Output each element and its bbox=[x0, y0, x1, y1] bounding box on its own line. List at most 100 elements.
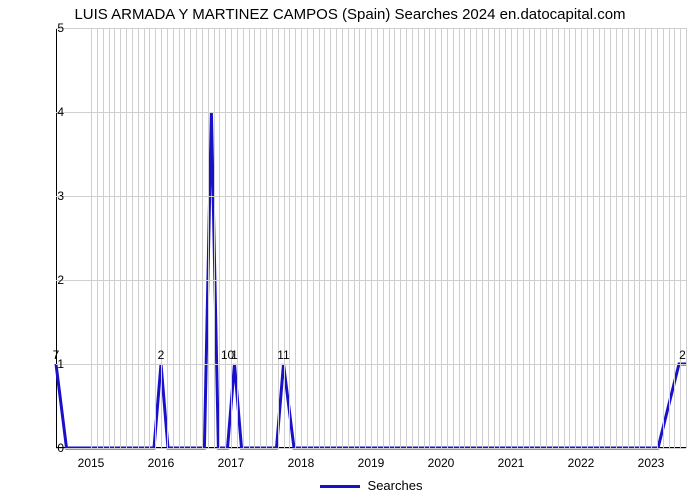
gridline-v bbox=[336, 28, 337, 448]
gridline-v bbox=[529, 28, 530, 448]
gridline-v bbox=[476, 28, 477, 448]
gridline-v bbox=[149, 28, 150, 448]
gridline-v bbox=[272, 28, 273, 448]
x-tick-label: 2021 bbox=[498, 456, 525, 470]
gridline-v bbox=[593, 28, 594, 448]
gridline-v bbox=[348, 28, 349, 448]
gridline-v bbox=[254, 28, 255, 448]
gridline-v bbox=[214, 28, 215, 448]
data-label: 2 bbox=[158, 348, 165, 362]
gridline-v bbox=[569, 28, 570, 448]
gridline-v bbox=[511, 28, 512, 448]
gridline-v bbox=[453, 28, 454, 448]
gridline-v bbox=[488, 28, 489, 448]
gridline-v bbox=[354, 28, 355, 448]
plot-area: 72101112 bbox=[56, 28, 686, 448]
gridline-v bbox=[459, 28, 460, 448]
gridline-v bbox=[377, 28, 378, 448]
gridline-v bbox=[389, 28, 390, 448]
gridline-v bbox=[330, 28, 331, 448]
gridline-v bbox=[266, 28, 267, 448]
gridline-v bbox=[622, 28, 623, 448]
y-tick-label: 2 bbox=[34, 273, 64, 287]
gridline-v bbox=[400, 28, 401, 448]
gridline-v bbox=[97, 28, 98, 448]
gridline-v bbox=[324, 28, 325, 448]
gridline-v bbox=[610, 28, 611, 448]
y-tick-label: 5 bbox=[34, 21, 64, 35]
data-label: 11 bbox=[277, 348, 289, 362]
legend-label: Searches bbox=[368, 478, 423, 493]
gridline-v bbox=[219, 28, 220, 448]
gridline-v bbox=[144, 28, 145, 448]
gridline-v bbox=[645, 28, 646, 448]
gridline-v bbox=[260, 28, 261, 448]
gridline-v bbox=[109, 28, 110, 448]
gridline-v bbox=[663, 28, 664, 448]
gridline-v bbox=[184, 28, 185, 448]
chart-title: LUIS ARMADA Y MARTINEZ CAMPOS (Spain) Se… bbox=[0, 6, 700, 23]
gridline-v bbox=[120, 28, 121, 448]
gridline-v bbox=[313, 28, 314, 448]
gridline-v bbox=[249, 28, 250, 448]
gridline-v bbox=[225, 28, 226, 448]
gridline-v bbox=[523, 28, 524, 448]
gridline-v bbox=[604, 28, 605, 448]
gridline-v bbox=[243, 28, 244, 448]
gridline-v bbox=[639, 28, 640, 448]
gridline-v bbox=[429, 28, 430, 448]
data-label: 1 bbox=[231, 348, 238, 362]
gridline-v bbox=[494, 28, 495, 448]
gridline-v bbox=[564, 28, 565, 448]
gridline-v bbox=[307, 28, 308, 448]
gridline-v bbox=[394, 28, 395, 448]
gridline-v bbox=[552, 28, 553, 448]
gridline-v bbox=[231, 28, 232, 448]
legend-swatch bbox=[320, 485, 360, 488]
gridline-v bbox=[517, 28, 518, 448]
x-tick-label: 2022 bbox=[568, 456, 595, 470]
gridline-v bbox=[482, 28, 483, 448]
gridline-v bbox=[628, 28, 629, 448]
x-tick-label: 2016 bbox=[148, 456, 175, 470]
y-tick-label: 4 bbox=[34, 105, 64, 119]
gridline-v bbox=[464, 28, 465, 448]
gridline-v bbox=[447, 28, 448, 448]
gridline-v bbox=[470, 28, 471, 448]
gridline-v bbox=[534, 28, 535, 448]
legend: Searches bbox=[56, 478, 686, 493]
gridline-v bbox=[575, 28, 576, 448]
gridline-v bbox=[599, 28, 600, 448]
gridline-v bbox=[686, 28, 687, 448]
x-tick-label: 2015 bbox=[78, 456, 105, 470]
gridline-v bbox=[126, 28, 127, 448]
gridline-v bbox=[167, 28, 168, 448]
gridline-v bbox=[406, 28, 407, 448]
gridline-v bbox=[616, 28, 617, 448]
gridline-v bbox=[179, 28, 180, 448]
gridline-v bbox=[301, 28, 302, 448]
gridline-v bbox=[173, 28, 174, 448]
gridline-v bbox=[196, 28, 197, 448]
y-tick-label: 1 bbox=[34, 357, 64, 371]
gridline-v bbox=[657, 28, 658, 448]
gridline-v bbox=[103, 28, 104, 448]
gridline-v bbox=[237, 28, 238, 448]
gridline-v bbox=[412, 28, 413, 448]
gridline-v bbox=[581, 28, 582, 448]
gridline-v bbox=[342, 28, 343, 448]
gridline-v bbox=[161, 28, 162, 448]
gridline-v bbox=[546, 28, 547, 448]
gridline-v bbox=[208, 28, 209, 448]
gridline-v bbox=[634, 28, 635, 448]
gridline-v bbox=[418, 28, 419, 448]
gridline-h bbox=[56, 448, 686, 449]
gridline-v bbox=[674, 28, 675, 448]
x-tick-label: 2018 bbox=[288, 456, 315, 470]
y-tick-label: 0 bbox=[34, 441, 64, 455]
gridline-v bbox=[295, 28, 296, 448]
x-tick-label: 2020 bbox=[428, 456, 455, 470]
gridline-v bbox=[284, 28, 285, 448]
gridline-v bbox=[132, 28, 133, 448]
x-tick-label: 2023 bbox=[638, 456, 665, 470]
